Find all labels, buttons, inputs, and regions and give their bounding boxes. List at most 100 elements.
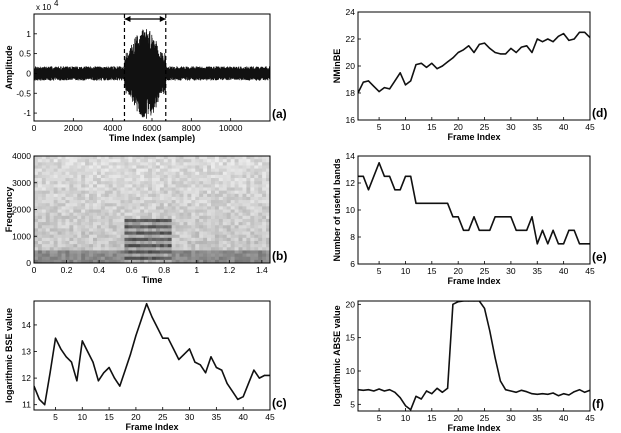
spectrogram-cell xyxy=(246,190,251,195)
spectrogram-cell xyxy=(69,215,74,220)
spectrogram-cell xyxy=(167,240,173,245)
spectrogram-cell xyxy=(112,237,117,242)
spectrogram-cell xyxy=(144,162,149,166)
spectrogram-cell xyxy=(179,187,184,192)
data-point xyxy=(441,202,443,204)
spectrogram-cell xyxy=(187,206,192,210)
spectrogram-cell xyxy=(242,193,247,198)
spectrogram-cell xyxy=(171,240,176,245)
spectrogram-cell xyxy=(85,244,90,248)
spectrogram-cell xyxy=(266,171,270,176)
spectrogram-cell xyxy=(73,256,78,261)
spectrogram-cell xyxy=(104,168,110,173)
x-tick-label: 30 xyxy=(506,413,516,423)
spectrogram-cell xyxy=(132,250,137,254)
spectrogram-cell xyxy=(234,171,239,176)
spectrogram-cell xyxy=(242,244,247,248)
spectrogram-cell xyxy=(195,187,200,192)
spectrogram-cell xyxy=(73,253,78,258)
spectrogram-cell xyxy=(187,215,192,220)
spectrogram-cell xyxy=(266,162,270,166)
data-point xyxy=(520,46,523,48)
spectrogram-cell xyxy=(41,259,47,263)
data-point xyxy=(447,202,449,204)
spectrogram-cell xyxy=(37,225,43,229)
spectrogram-cell xyxy=(214,228,220,232)
spectrogram-cell xyxy=(81,228,86,232)
spectrogram-cell xyxy=(179,156,184,160)
spectrogram-cell xyxy=(222,228,228,232)
spectrogram-cell xyxy=(195,203,200,207)
spectrogram-cell xyxy=(234,162,239,166)
spectrogram-cell xyxy=(49,165,55,169)
spectrogram-cell xyxy=(49,159,55,163)
data-point xyxy=(494,357,496,359)
spectrogram-cell xyxy=(226,184,232,188)
spectrogram-cell xyxy=(93,218,98,223)
spectrogram-cell xyxy=(242,171,247,176)
spectrogram-cell xyxy=(230,209,235,214)
data-point xyxy=(473,51,475,54)
spectrogram-cell xyxy=(77,259,82,263)
spectrogram-cell xyxy=(266,209,270,214)
spectrogram-cell xyxy=(258,190,263,195)
spectrogram-cell xyxy=(152,171,157,176)
spectrogram-cell xyxy=(140,171,145,176)
spectrogram-cell xyxy=(159,244,165,248)
spectrogram-cell xyxy=(77,234,82,239)
spectrogram-cell xyxy=(93,196,98,201)
data-point xyxy=(563,33,565,35)
spectrogram-cell xyxy=(140,253,145,258)
spectrogram-cell xyxy=(195,178,200,182)
spectrogram-cell xyxy=(140,231,145,236)
spectrogram-cell xyxy=(93,256,98,261)
spectrogram-cell xyxy=(37,193,43,198)
spectrogram-cell xyxy=(116,225,121,229)
spectrogram-cell xyxy=(85,178,90,182)
spectrogram-cell xyxy=(191,178,196,182)
spectrogram-cell xyxy=(144,218,149,223)
spectrogram-cell xyxy=(226,156,232,160)
spectrogram-cell xyxy=(195,240,200,245)
spectrogram-cell xyxy=(132,171,137,176)
spectrogram-cell xyxy=(116,259,121,263)
spectrogram-cell xyxy=(112,174,117,179)
spectrogram-cell xyxy=(222,222,228,226)
spectrogram-cell xyxy=(262,253,267,258)
spectrogram-cell xyxy=(120,168,125,173)
spectrogram-cell xyxy=(124,190,129,195)
spectrogram-cell xyxy=(112,218,117,223)
spectrogram-cell xyxy=(108,193,114,198)
spectrogram-cell xyxy=(187,225,192,229)
spectrogram-cell xyxy=(222,200,228,204)
spectrogram-cell xyxy=(195,212,200,217)
spectrogram-cell xyxy=(234,256,239,261)
spectrogram-cell xyxy=(203,159,208,163)
spectrogram-cell xyxy=(61,212,66,217)
spectrogram-cell xyxy=(203,231,208,236)
data-point xyxy=(452,303,454,305)
spectrogram-cell xyxy=(93,181,98,185)
spectrogram-cell xyxy=(187,244,192,248)
data-point xyxy=(531,393,533,395)
y-tick-label: 0 xyxy=(26,258,31,268)
spectrogram-cell xyxy=(155,190,161,195)
spectrogram-cell xyxy=(214,244,220,248)
spectrogram-cell xyxy=(100,222,106,226)
spectrogram-cell xyxy=(140,184,145,188)
spectrogram-cell xyxy=(214,187,220,192)
spectrogram-cell xyxy=(73,231,78,236)
spectrogram-cell xyxy=(191,168,196,173)
data-point xyxy=(578,243,581,245)
spectrogram-cell xyxy=(179,234,184,239)
spectrogram-cell xyxy=(155,187,161,192)
spectrogram-cell xyxy=(254,222,259,226)
spectrogram-cell xyxy=(214,231,220,236)
spectrogram-cell xyxy=(226,237,232,242)
data-point xyxy=(410,175,412,177)
spectrogram-cell xyxy=(250,181,255,185)
spectrogram-cell xyxy=(61,222,66,226)
y-tick-label: 10 xyxy=(346,366,356,376)
spectrogram-cell xyxy=(104,222,110,226)
spectrogram-cell xyxy=(238,162,243,166)
